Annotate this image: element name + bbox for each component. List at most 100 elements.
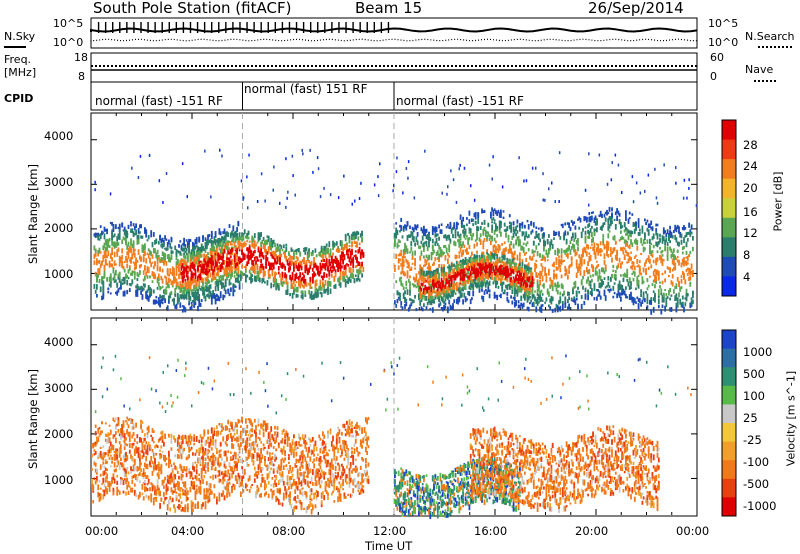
echo-cell	[414, 295, 416, 299]
echo-cell	[343, 271, 346, 277]
echo-cell	[439, 301, 442, 306]
echo-cell	[519, 304, 521, 308]
echo-cell	[661, 235, 664, 241]
echo-cell	[519, 223, 521, 228]
echo-cell	[185, 274, 188, 278]
echo-cell	[256, 256, 259, 262]
echo-cell	[599, 250, 602, 254]
echo-cell	[252, 270, 255, 273]
echo-cell	[101, 279, 103, 283]
echo-cell	[425, 286, 428, 292]
echo-cell	[181, 243, 184, 246]
echo-cell	[633, 298, 636, 303]
echo-cell	[690, 300, 693, 306]
echo-cell	[436, 233, 439, 236]
echo-cell	[347, 253, 350, 258]
echo-cell	[559, 305, 562, 312]
echo-cell	[189, 260, 192, 264]
echo-cell	[318, 271, 321, 277]
echo-cell	[622, 288, 625, 292]
echo-cell	[448, 285, 451, 291]
echo-cell	[111, 247, 113, 253]
echo-cell	[409, 298, 411, 301]
echo-cell	[633, 239, 636, 244]
echo-cell	[293, 279, 295, 284]
beam-label: Beam 15	[355, 0, 423, 17]
echo-cell	[396, 229, 399, 236]
echo-cell	[229, 266, 232, 269]
echo-cell	[517, 304, 520, 309]
echo-cell	[684, 302, 687, 307]
echo-cell	[466, 266, 468, 270]
echo-cell	[543, 283, 545, 289]
echo-cell	[642, 239, 645, 245]
echo-cell	[274, 274, 276, 278]
echo-cell	[539, 274, 541, 280]
echo-cell	[463, 292, 466, 298]
echo-cell	[490, 251, 492, 256]
echo-cell	[101, 260, 103, 266]
cpid-label: CPID	[4, 92, 34, 105]
echo-cell	[464, 237, 467, 240]
echo-cell	[621, 287, 624, 292]
echo-cell	[596, 243, 598, 246]
echo-cell	[690, 226, 693, 230]
echo-cell	[115, 279, 117, 283]
echo-cell	[589, 246, 592, 249]
echo-cell	[460, 261, 463, 267]
echo-cell	[626, 242, 629, 247]
echo-cell	[561, 293, 564, 297]
echo-cell	[332, 269, 334, 272]
echo-cell	[338, 282, 341, 286]
echo-cell	[258, 267, 261, 273]
echo-cell	[613, 218, 616, 221]
echo-cell	[125, 237, 127, 244]
echo-cell	[539, 270, 541, 275]
echo-cell	[412, 299, 415, 303]
echo-cell	[464, 280, 467, 285]
velocity-colorbar-swatch	[722, 478, 736, 498]
echo-cell	[199, 246, 202, 253]
echo-cell	[264, 244, 266, 250]
vel-cbar-tick-neg100: -100	[743, 455, 770, 469]
echo-cell	[359, 269, 362, 274]
echo-cell	[113, 251, 116, 258]
echo-cell	[222, 259, 225, 262]
echo-cell	[358, 262, 361, 266]
echo-cell	[488, 268, 491, 272]
echo-cell	[410, 298, 413, 302]
echo-cell	[157, 240, 160, 245]
echo-cell	[579, 217, 582, 223]
echo-cell	[679, 298, 682, 305]
echo-cell	[295, 255, 298, 259]
echo-cell	[468, 291, 471, 297]
echo-cell	[540, 289, 543, 293]
echo-cell	[510, 227, 512, 233]
echo-cell	[497, 248, 500, 254]
echo-cell	[291, 256, 294, 260]
echo-cell	[627, 258, 630, 264]
echo-cell	[132, 247, 135, 253]
echo-cell	[399, 230, 401, 233]
echo-cell	[184, 267, 187, 272]
echo-cell	[506, 291, 509, 296]
echo-cell	[443, 234, 445, 239]
echo-cell	[597, 245, 600, 251]
echo-cell	[479, 281, 482, 287]
echo-cell	[236, 262, 238, 267]
echo-cell	[483, 266, 486, 273]
echo-cell	[497, 259, 500, 264]
echo-cell	[664, 239, 666, 246]
echo-cell	[455, 298, 458, 304]
echo-cell	[188, 239, 190, 246]
echo-cell	[290, 286, 293, 290]
echo-cell	[338, 250, 341, 253]
echo-cell	[444, 302, 447, 306]
echo-cell	[433, 290, 435, 293]
echo-cell	[127, 256, 130, 260]
echo-cell	[188, 300, 190, 305]
echo-cell	[137, 237, 140, 240]
echo-cell	[436, 250, 439, 256]
echo-cell	[164, 255, 166, 261]
echo-cell	[339, 274, 342, 281]
